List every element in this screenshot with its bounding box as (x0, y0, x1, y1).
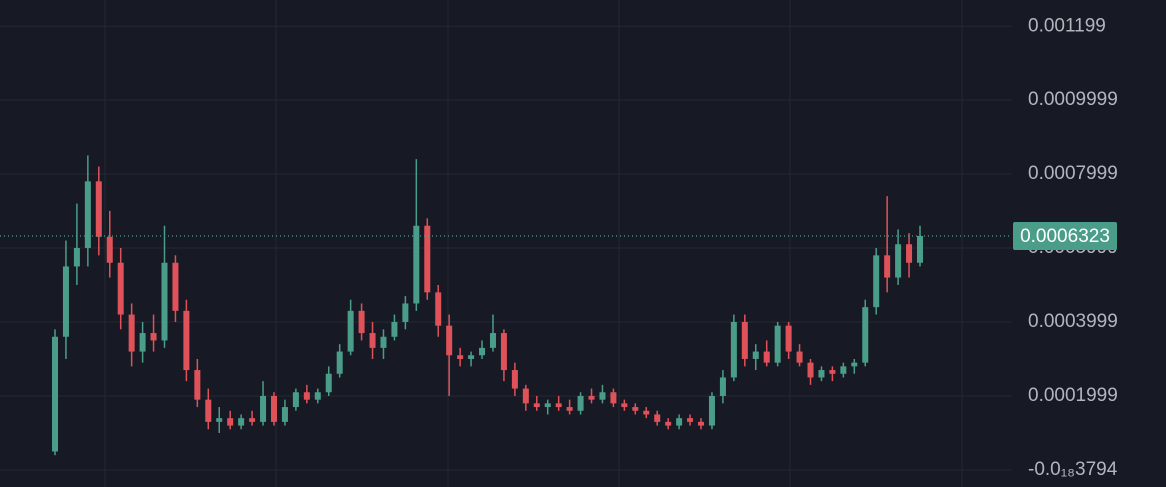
candle-body (873, 255, 880, 308)
candle-body (183, 310, 190, 371)
candle-body (522, 388, 529, 404)
candle-body (555, 403, 562, 408)
candle-body (730, 321, 737, 378)
candle-body (533, 403, 540, 408)
candle-body (150, 333, 157, 341)
y-tick-label: 0.001199 (1028, 15, 1106, 36)
candle-body (566, 407, 573, 411)
y-tick-label: 0.0001999 (1028, 385, 1118, 406)
candle-body (128, 314, 135, 352)
candle-body (161, 262, 168, 341)
y-tick-label: 0.0003999 (1028, 311, 1118, 332)
candle-body (676, 418, 683, 426)
candle-body (468, 355, 475, 359)
candle-body (139, 333, 146, 352)
candle-body (314, 392, 321, 400)
candle-body (216, 418, 223, 422)
candle-body (610, 392, 617, 404)
candle-body (719, 377, 726, 396)
candle-body (435, 292, 442, 326)
candle-body (763, 351, 770, 363)
candle-body (698, 421, 705, 426)
candle-body (665, 421, 672, 426)
candle-body (489, 333, 496, 348)
y-tick-label: 0.0009999 (1028, 89, 1118, 110)
candle-body (413, 225, 420, 304)
candle-body (741, 321, 748, 359)
last-price-label: 0.0006323 (1020, 226, 1110, 247)
candle-body (325, 373, 332, 393)
candle-body (73, 247, 80, 267)
candle-body (336, 351, 343, 374)
candle-body (796, 351, 803, 363)
candle-body (260, 395, 267, 422)
candle-body (895, 244, 902, 278)
candle-body (227, 418, 234, 426)
candle-body (249, 418, 256, 422)
candle-body (511, 370, 518, 389)
candle-body (424, 225, 431, 293)
candle-body (194, 370, 201, 400)
candle-body (52, 336, 58, 452)
candle-body (840, 366, 847, 374)
candle-body (632, 407, 639, 411)
candle-body (621, 403, 628, 408)
candle-body (106, 236, 113, 263)
candle-body (829, 370, 836, 374)
candle-body (238, 418, 245, 426)
candle-body (205, 399, 212, 422)
candle-body (84, 181, 91, 248)
candle-body (358, 310, 365, 334)
candle-body (643, 410, 650, 415)
candle-body (599, 392, 606, 400)
candle-body (588, 395, 595, 400)
candle-body (95, 181, 102, 237)
candle-body (785, 325, 792, 352)
candle-body (654, 414, 661, 422)
candle-body (446, 325, 453, 356)
candle-body (577, 395, 584, 411)
candle-body (172, 262, 179, 311)
candle-body (917, 235, 923, 263)
candle-body (457, 355, 464, 359)
candle-body (544, 403, 551, 408)
y-tick-label: -0.0₁₈3794 (1028, 459, 1118, 480)
candle-body (906, 244, 913, 263)
candle-body (380, 336, 387, 348)
candle-body (292, 392, 299, 408)
candle-body (281, 407, 288, 422)
candle-body (391, 321, 398, 337)
candle-body (479, 347, 486, 356)
candle-body (500, 333, 507, 371)
candle-body (752, 351, 759, 359)
candle-body (851, 362, 858, 367)
candle-body (303, 392, 310, 400)
y-tick-label: 0.0007999 (1028, 163, 1118, 184)
candle-body (884, 255, 891, 278)
candle-body (402, 303, 409, 322)
candle-body (369, 333, 376, 348)
candle-body (687, 418, 694, 422)
candle-body (774, 325, 781, 363)
candle-body (708, 395, 715, 426)
candle-body (347, 310, 354, 352)
candle-body (117, 262, 124, 315)
candle-body (862, 307, 869, 363)
last-price-box (1013, 221, 1117, 250)
candle-body (807, 362, 814, 378)
candle-body (818, 370, 825, 378)
candle-body (62, 266, 69, 337)
time-grid (104, 0, 963, 487)
candle-body (270, 395, 277, 422)
